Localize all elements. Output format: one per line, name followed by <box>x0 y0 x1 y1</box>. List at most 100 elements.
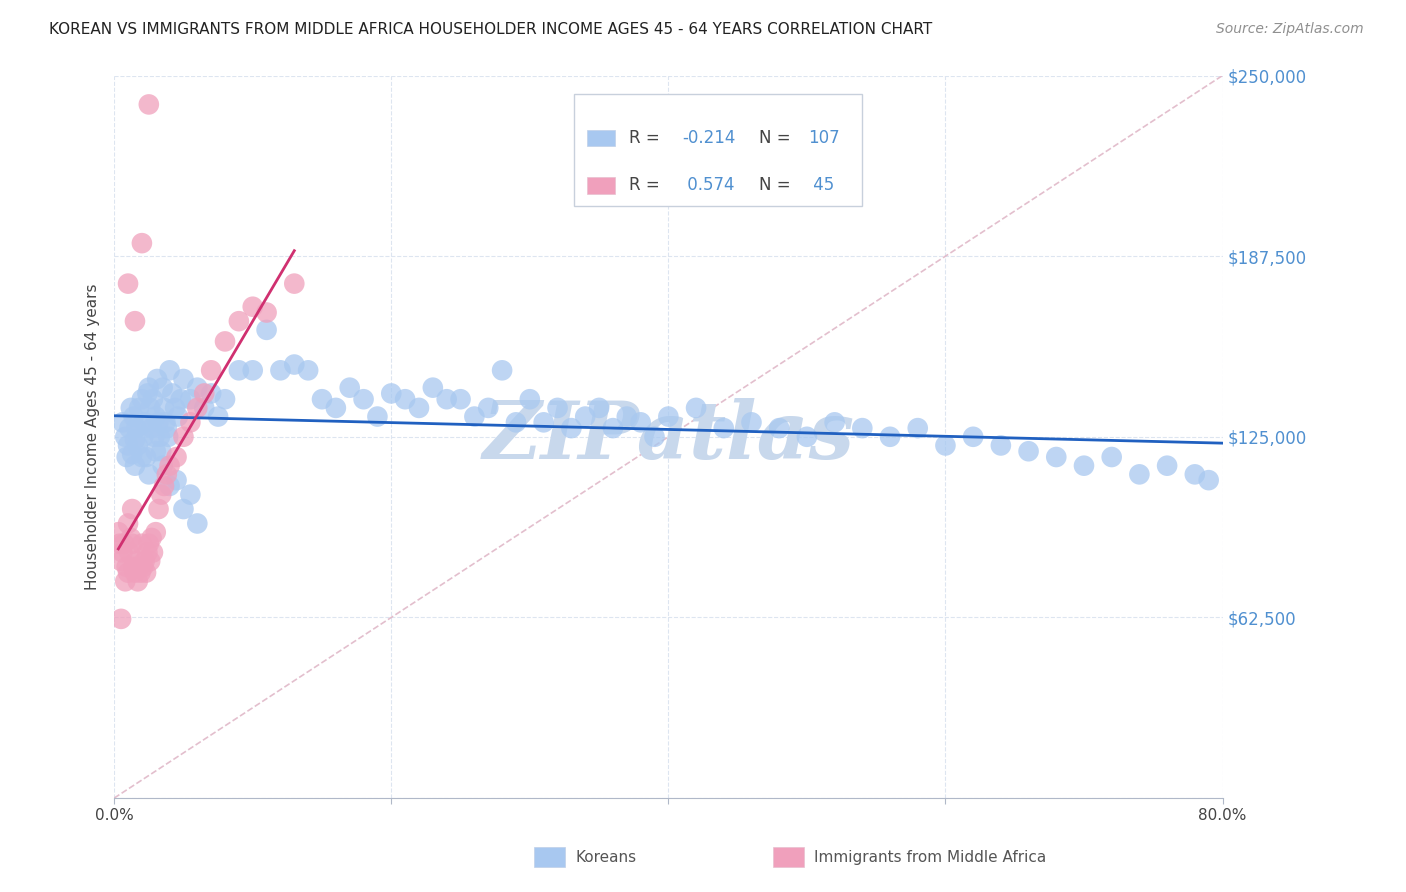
Point <box>574 409 596 424</box>
Point <box>132 430 155 444</box>
Text: ZIPatlas: ZIPatlas <box>482 398 855 475</box>
Point <box>242 363 264 377</box>
Text: 45: 45 <box>808 177 835 194</box>
Point <box>127 574 149 589</box>
Point <box>1198 473 1220 487</box>
Text: Immigrants from Middle Africa: Immigrants from Middle Africa <box>814 850 1046 864</box>
Point <box>134 415 156 429</box>
Point <box>380 386 402 401</box>
Point <box>179 415 201 429</box>
Point <box>491 363 513 377</box>
Point <box>138 97 160 112</box>
Point <box>131 450 153 464</box>
Point <box>149 430 172 444</box>
Point <box>122 559 145 574</box>
Point <box>172 430 194 444</box>
Point <box>157 430 180 444</box>
Point <box>193 401 215 415</box>
Point <box>463 409 485 424</box>
Point <box>422 381 444 395</box>
Text: KOREAN VS IMMIGRANTS FROM MIDDLE AFRICA HOUSEHOLDER INCOME AGES 45 - 64 YEARS CO: KOREAN VS IMMIGRANTS FROM MIDDLE AFRICA … <box>49 22 932 37</box>
Point <box>297 363 319 377</box>
Point <box>153 401 176 415</box>
Point <box>142 392 165 407</box>
Point <box>644 430 666 444</box>
Point <box>256 305 278 319</box>
Point <box>796 430 818 444</box>
Point <box>136 545 159 559</box>
Point <box>152 381 174 395</box>
Point <box>138 381 160 395</box>
Point <box>353 392 375 407</box>
Point <box>141 531 163 545</box>
Point <box>155 415 177 429</box>
Point <box>214 392 236 407</box>
Point <box>450 392 472 407</box>
Point <box>143 430 166 444</box>
Point <box>588 401 610 415</box>
Text: N =: N = <box>759 129 796 147</box>
Point <box>124 433 146 447</box>
Point <box>136 386 159 401</box>
Point <box>150 444 173 458</box>
Point <box>112 537 135 551</box>
Point <box>122 409 145 424</box>
Point <box>135 450 157 464</box>
Point <box>934 438 956 452</box>
Text: Koreans: Koreans <box>575 850 636 864</box>
Point <box>962 430 984 444</box>
Point <box>200 363 222 377</box>
Point <box>283 277 305 291</box>
Text: R =: R = <box>628 177 669 194</box>
Point <box>283 358 305 372</box>
Point <box>145 409 167 424</box>
Point <box>179 487 201 501</box>
Point <box>120 531 142 545</box>
Point <box>162 386 184 401</box>
Point <box>121 537 143 551</box>
Point <box>713 421 735 435</box>
Point <box>128 559 150 574</box>
Point <box>193 386 215 401</box>
Point <box>145 525 167 540</box>
Point <box>339 381 361 395</box>
Point <box>107 525 129 540</box>
Point <box>132 559 155 574</box>
Y-axis label: Householder Income Ages 45 - 64 years: Householder Income Ages 45 - 64 years <box>86 284 100 590</box>
Point <box>115 559 138 574</box>
Point <box>179 392 201 407</box>
Point <box>657 409 679 424</box>
Point <box>602 421 624 435</box>
Point <box>200 386 222 401</box>
Point <box>159 479 181 493</box>
Point <box>114 430 136 444</box>
Point <box>142 545 165 559</box>
Point <box>630 415 652 429</box>
Point <box>108 537 131 551</box>
Point <box>159 458 181 473</box>
Point <box>124 566 146 580</box>
Text: 107: 107 <box>808 129 839 147</box>
Point <box>156 421 179 435</box>
Point <box>228 314 250 328</box>
Point <box>117 566 139 580</box>
Text: R =: R = <box>628 129 665 147</box>
Point <box>131 236 153 251</box>
Point <box>533 415 555 429</box>
Point <box>114 574 136 589</box>
Point <box>1018 444 1040 458</box>
Bar <box>588 178 616 194</box>
Point <box>153 479 176 493</box>
Point <box>269 363 291 377</box>
Text: Source: ZipAtlas.com: Source: ZipAtlas.com <box>1216 22 1364 37</box>
Point <box>207 409 229 424</box>
Point <box>851 421 873 435</box>
Point <box>111 545 134 559</box>
Point <box>125 554 148 568</box>
Point <box>141 421 163 435</box>
Point <box>121 502 143 516</box>
Point <box>145 444 167 458</box>
Point <box>560 421 582 435</box>
Point <box>256 323 278 337</box>
Point <box>139 401 162 415</box>
